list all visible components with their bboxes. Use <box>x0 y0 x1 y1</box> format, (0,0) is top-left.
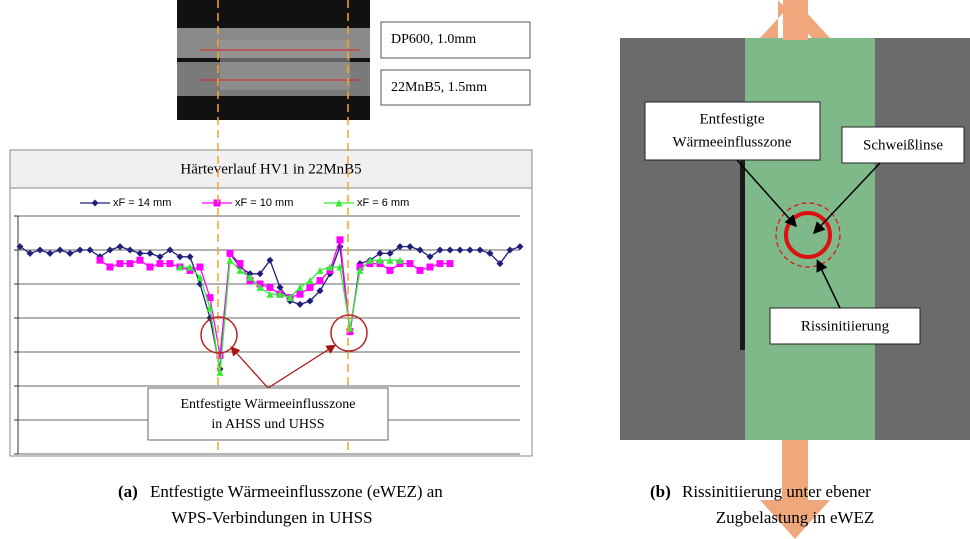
point <box>317 277 324 284</box>
point <box>107 264 114 271</box>
point <box>127 260 134 267</box>
caption-tag: (b) <box>650 482 671 501</box>
legend-label: xF = 10 mm <box>235 197 293 209</box>
chart-title: Härteverlauf HV1 in 22MnB5 <box>180 161 361 177</box>
point <box>227 250 234 257</box>
annotation: Entfestigte Wärmeeinflusszone <box>180 397 355 412</box>
figure: DP600, 1.0mm 22MnB5, 1.5mm Härteverlauf … <box>0 0 970 539</box>
point <box>147 264 154 271</box>
point <box>167 260 174 267</box>
point <box>97 257 104 264</box>
annotation: in AHSS und UHSS <box>211 417 324 432</box>
nugget-label: Schweißlinse <box>863 137 943 153</box>
point <box>427 264 434 271</box>
caption: WPS-Verbindungen in UHSS <box>171 508 372 527</box>
sheet-label: DP600, 1.0mm <box>391 32 476 47</box>
point <box>214 200 221 207</box>
point <box>197 264 204 271</box>
zone-label: Entfestigte <box>700 111 765 127</box>
point <box>337 236 344 243</box>
caption: Zugbelastung in eWEZ <box>716 508 875 527</box>
zone-label: Wärmeeinflusszone <box>672 134 791 150</box>
sheet-label: 22MnB5, 1.5mm <box>391 80 487 95</box>
point <box>237 260 244 267</box>
caption: Entfestigte Wärmeeinflusszone (eWEZ) an <box>150 482 443 501</box>
point <box>297 291 304 298</box>
point <box>437 260 444 267</box>
point <box>447 260 454 267</box>
point <box>387 267 394 274</box>
point <box>267 284 274 291</box>
legend-label: xF = 14 mm <box>113 197 171 209</box>
point <box>407 260 414 267</box>
point <box>307 284 314 291</box>
point <box>137 257 144 264</box>
point <box>157 260 164 267</box>
point <box>117 260 124 267</box>
crack-label: Rissinitiierung <box>801 318 890 334</box>
micrograph <box>177 0 370 120</box>
point <box>417 267 424 274</box>
caption: Rissinitiierung unter ebener <box>682 482 871 501</box>
specimen-photo <box>620 0 970 539</box>
legend-label: xF = 6 mm <box>357 197 409 209</box>
caption-tag: (a) <box>118 482 138 501</box>
